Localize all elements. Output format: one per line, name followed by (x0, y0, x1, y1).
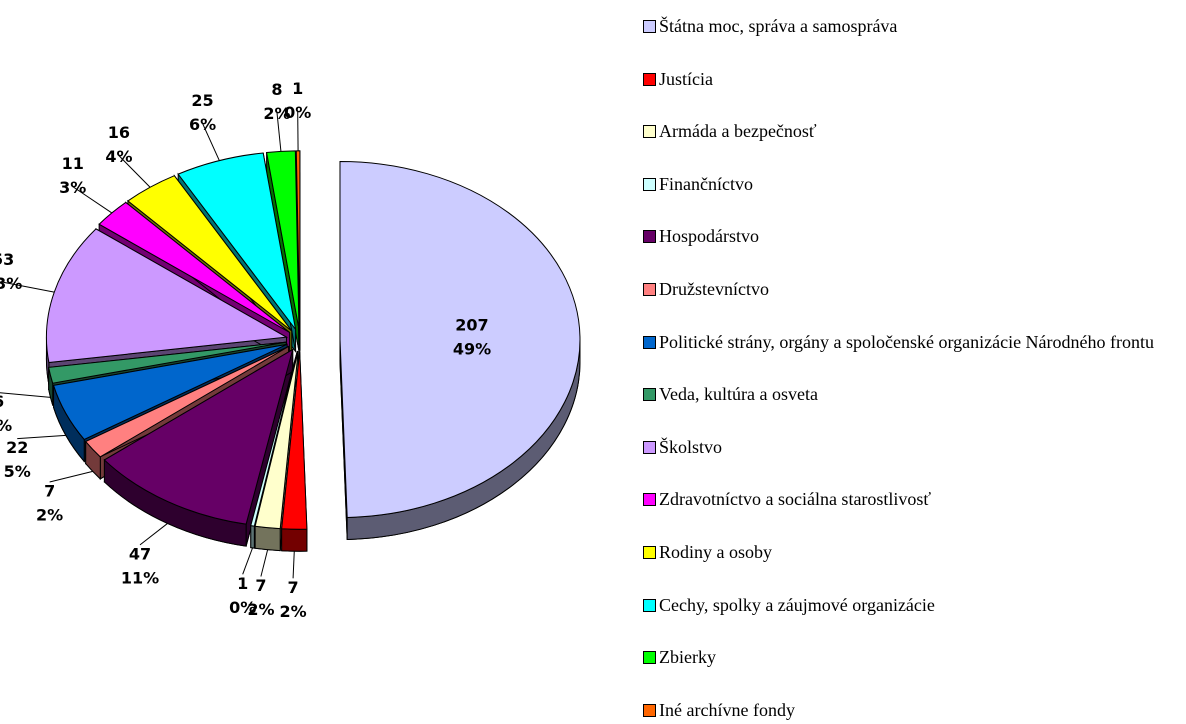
legend-label: Cechy, spolky a záujmové organizácie (659, 591, 1183, 619)
legend-item: Družstevníctvo (643, 275, 1183, 303)
data-label-percent: 4% (105, 147, 132, 166)
legend-label: Zdravotníctvo a sociálna starostlivosť (659, 485, 1183, 513)
data-label-percent: 49% (453, 340, 491, 359)
data-label: 207 (455, 316, 488, 335)
legend-swatch (643, 493, 656, 506)
data-label: 53 (0, 250, 14, 269)
legend-swatch (643, 441, 656, 454)
data-label-percent: 1% (0, 416, 12, 435)
data-label-percent: 11% (121, 568, 159, 587)
legend-swatch (643, 651, 656, 664)
data-label: 1 (237, 574, 248, 593)
leader-line (261, 550, 268, 577)
legend-swatch (643, 125, 656, 138)
legend-swatch (643, 20, 656, 33)
legend-label: Politické strány, orgány a spoločenské o… (659, 328, 1183, 356)
legend-item: Finančníctvo (643, 170, 1183, 198)
slice-wall (251, 526, 255, 548)
legend-label: Rodiny a osoby (659, 538, 1183, 566)
legend-label: Justícia (659, 65, 1183, 93)
legend-item: Školstvo (643, 433, 1183, 461)
legend-label: Zbierky (659, 643, 1183, 671)
legend-item: Štátna moc, správa a samospráva (643, 12, 1183, 40)
legend-swatch (643, 336, 656, 349)
data-label-percent: 5% (4, 462, 31, 481)
slice-wall (282, 529, 307, 552)
leader-line (0, 393, 50, 398)
data-label-percent: 2% (36, 505, 63, 524)
legend-item: Justícia (643, 65, 1183, 93)
data-label: 8 (271, 80, 282, 99)
slice-wall (255, 526, 280, 550)
leader-line (243, 548, 253, 574)
legend-swatch (643, 388, 656, 401)
legend-label: Štátna moc, správa a samospráva (659, 12, 1183, 40)
data-label: 16 (108, 123, 130, 142)
data-label: 1 (292, 79, 303, 98)
legend-label: Finančníctvo (659, 170, 1183, 198)
data-label-percent: 2% (279, 602, 306, 621)
data-label: 7 (44, 481, 55, 500)
legend-label: Školstvo (659, 433, 1183, 461)
legend-label: Veda, kultúra a osveta (659, 380, 1183, 408)
legend-swatch (643, 546, 656, 559)
data-label-percent: 0% (284, 103, 311, 122)
legend-item: Zbierky (643, 643, 1183, 671)
data-label: 11 (62, 154, 84, 173)
legend-item: Cechy, spolky a záujmové organizácie (643, 591, 1183, 619)
legend-swatch (643, 230, 656, 243)
legend-item: Rodiny a osoby (643, 538, 1183, 566)
data-label: 7 (255, 576, 266, 595)
legend-label: Družstevníctvo (659, 275, 1183, 303)
legend-label: Hospodárstvo (659, 222, 1183, 250)
leader-line (293, 551, 294, 578)
legend-item: Hospodárstvo (643, 222, 1183, 250)
legend-item: Zdravotníctvo a sociálna starostlivosť (643, 485, 1183, 513)
data-label: 6 (0, 392, 4, 411)
legend-swatch (643, 599, 656, 612)
legend-item: Iné archívne fondy (643, 696, 1183, 724)
legend-swatch (643, 704, 656, 717)
legend-swatch (643, 283, 656, 296)
data-label-percent: 6% (189, 115, 216, 134)
legend-swatch (643, 73, 656, 86)
legend-swatch (643, 178, 656, 191)
data-label: 7 (288, 578, 299, 597)
data-label-percent: 0% (229, 598, 256, 617)
data-label-percent: 13% (0, 274, 22, 293)
leader-line (50, 471, 93, 482)
legend-label: Armáda a bezpečnosť (659, 117, 1183, 145)
data-label: 22 (6, 438, 28, 457)
page: {"chart_data": {"type": "pie", "categori… (0, 0, 1186, 704)
legend-item: Armáda a bezpečnosť (643, 117, 1183, 145)
data-label: 25 (191, 91, 213, 110)
data-label-percent: 3% (59, 178, 86, 197)
leader-line (140, 523, 168, 544)
legend-item: Politické strány, orgány a spoločenské o… (643, 328, 1183, 356)
pie-chart: 20749%72%72%10%4711%72%225%61%5313%113%1… (0, 0, 640, 704)
legend-label: Iné archívne fondy (659, 696, 1183, 724)
legend-item: Veda, kultúra a osveta (643, 380, 1183, 408)
data-label: 47 (129, 544, 151, 563)
